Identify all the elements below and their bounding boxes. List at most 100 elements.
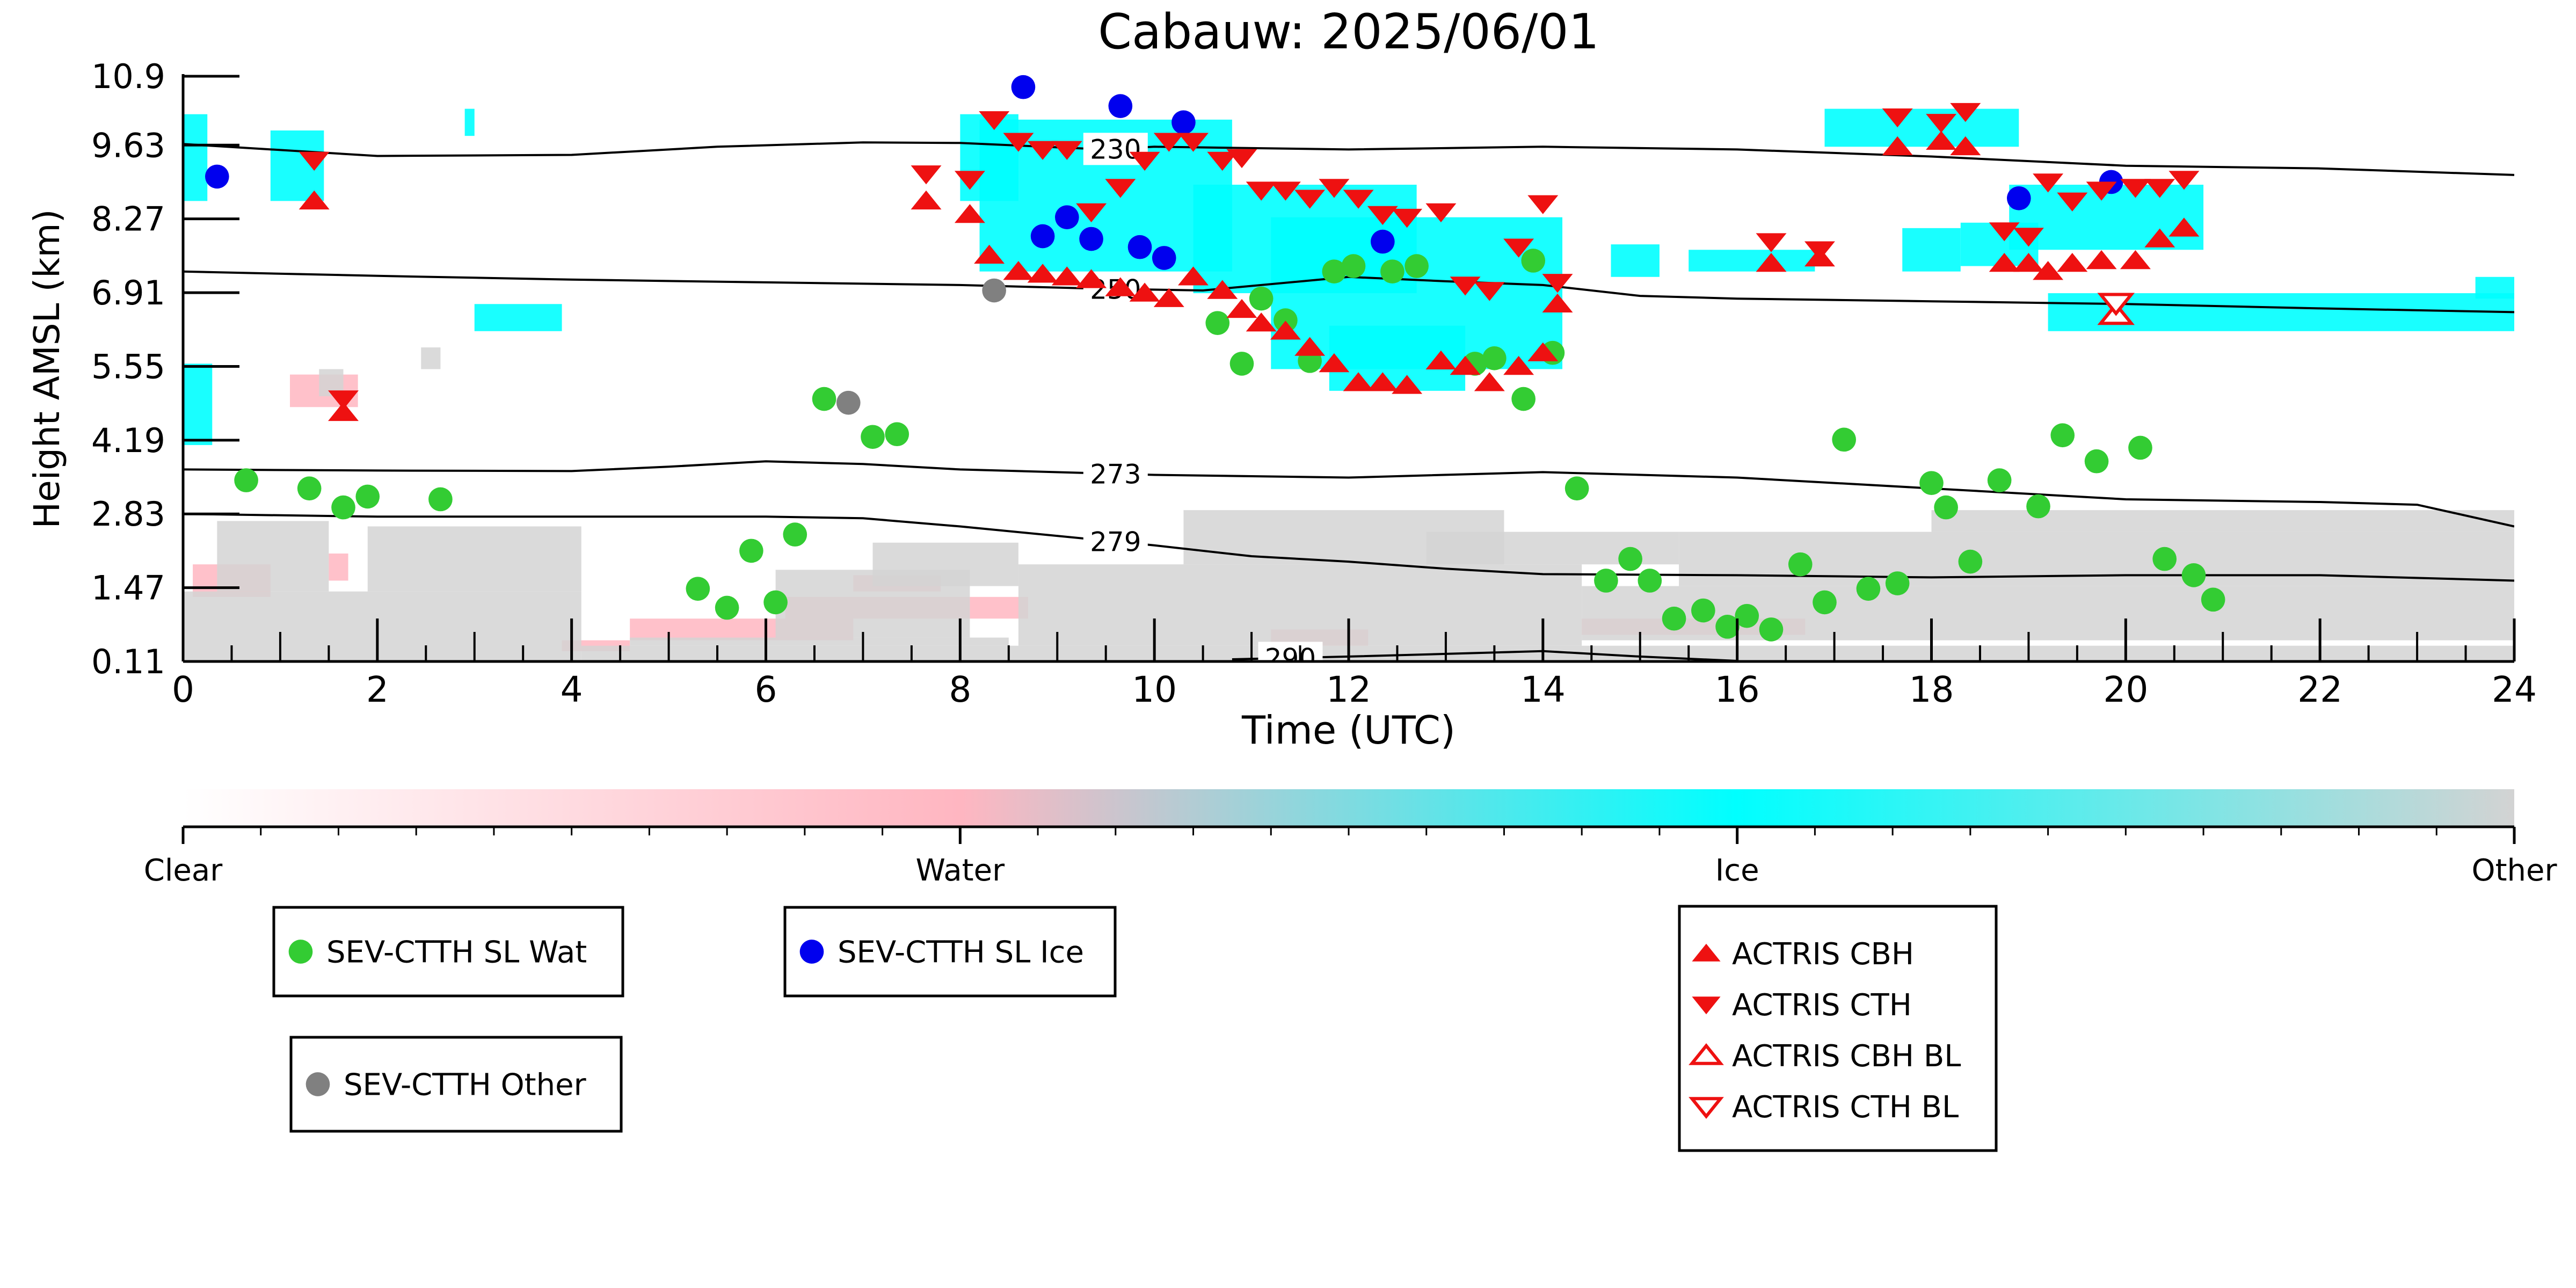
marker-sev-ctth-sl-ice (1152, 246, 1176, 270)
region-water (329, 553, 348, 581)
region-ice (464, 108, 475, 136)
marker-actris-cth (1542, 274, 1573, 293)
marker-actris-cbh (1882, 136, 1913, 156)
region-other (217, 521, 329, 592)
marker-actris-cth (911, 165, 942, 185)
marker-sev-ctth-sl-ice (1171, 110, 1196, 135)
contour-label-273: 273 (1090, 459, 1141, 490)
x-tick-label: 24 (2492, 669, 2537, 710)
marker-actris-cth (954, 171, 985, 190)
marker-sev-ctth-sl-wat (783, 522, 807, 547)
marker-sev-ctth-sl-ice (1011, 75, 1036, 99)
x-tick-label: 10 (1132, 669, 1177, 710)
marker-actris-cbh (299, 190, 330, 210)
marker-actris-cbh (1051, 266, 1082, 286)
marker-sev-ctth-sl-wat (1594, 569, 1618, 593)
marker-actris-cbh (1367, 372, 1398, 391)
marker-actris-cth (1756, 233, 1787, 252)
x-tick-label: 4 (561, 669, 583, 710)
marker-actris-cbh (1450, 355, 1481, 375)
marker-sev-ctth-sl-wat (1638, 569, 1662, 593)
region-ice (1689, 250, 1815, 272)
marker-sev-ctth-sl-wat (1735, 603, 1759, 628)
marker-sev-ctth-sl-wat (2084, 449, 2109, 474)
legend-marker-actris-cth (1692, 996, 1721, 1015)
plot-area: 230250273279290 0.111.472.834.195.556.91… (91, 57, 2537, 710)
marker-actris-cth (1474, 282, 1505, 301)
marker-actris-cth (2057, 192, 2088, 212)
contour-label-290: 290 (1265, 643, 1316, 674)
region-ice (183, 363, 213, 445)
marker-sev-ctth-sl-wat (2201, 587, 2225, 612)
marker-actris-cth (299, 151, 330, 171)
contour-label-bg (1258, 642, 1323, 661)
region-ice (474, 304, 562, 331)
marker-actris-cbh (1129, 282, 1160, 302)
marker-actris-cth (2169, 171, 2200, 190)
x-tick-label: 12 (1326, 669, 1371, 710)
legend-box: SEV-CTTH SL Wat (272, 906, 624, 998)
marker-sev-ctth-sl-wat (1813, 590, 1837, 615)
colorbar-label: Ice (1715, 853, 1759, 888)
contour-label-230: 230 (1090, 134, 1141, 165)
marker-actris-cth (1950, 103, 1981, 122)
region-ice (183, 114, 208, 201)
colorbar-gradient (183, 789, 2514, 827)
region-other (1018, 564, 1582, 646)
marker-sev-ctth-sl-wat (2050, 423, 2075, 448)
legend-marker-actris-cbh-bl (1689, 1043, 1724, 1065)
legend-label-sev-ctth-sl-ice: SEV-CTTH SL Ice (838, 935, 1084, 970)
marker-sev-ctth-sl-wat (1788, 552, 1813, 577)
marker-actris-cbh (1474, 372, 1505, 391)
marker-actris-cbh (974, 244, 1005, 264)
region-other (183, 591, 581, 661)
marker-sev-ctth-sl-wat (428, 487, 453, 512)
marker-sev-ctth-sl-wat (1934, 495, 1958, 520)
marker-actris-cbh (1542, 293, 1573, 312)
marker-sev-ctth-sl-wat (739, 539, 763, 563)
marker-sev-ctth-other (982, 278, 1006, 303)
marker-sev-ctth-sl-wat (2128, 435, 2152, 460)
legend-frame (272, 906, 624, 998)
chart-title: Cabauw: 2025/06/01 (1098, 4, 1599, 60)
x-tick-label: 18 (1909, 669, 1954, 710)
y-tick-label: 10.9 (91, 57, 165, 96)
colorbar-label: Water (916, 853, 1006, 888)
region-other (581, 645, 2514, 661)
marker-sev-ctth-sl-wat (1341, 254, 1366, 278)
region-other (872, 542, 1018, 586)
marker-sev-ctth-sl-wat (1229, 352, 1254, 376)
y-axis-label: Height AMSL (km) (26, 209, 68, 529)
marker-sev-ctth-sl-wat (1715, 615, 1740, 639)
marker-actris-cbh (1105, 277, 1136, 296)
marker-sev-ctth-sl-ice (205, 164, 229, 189)
legend-label-sev-ctth-other: SEV-CTTH Other (344, 1068, 587, 1103)
contour-line-279 (183, 513, 2514, 582)
marker-actris-cth (1294, 190, 1326, 209)
marker-sev-ctth-sl-wat (763, 590, 788, 615)
marker-actris-cbh (1343, 372, 1374, 391)
y-tick-label: 2.83 (91, 494, 165, 534)
contour-line-230 (183, 141, 2514, 176)
marker-actris-cth (2086, 181, 2117, 201)
marker-actris-cth (2120, 179, 2151, 198)
y-tick-label: 9.63 (91, 126, 165, 165)
region-ice (2009, 185, 2204, 250)
colorbar-label: Other (2471, 853, 2557, 888)
marker-actris-cth (1882, 108, 1913, 128)
y-tick-label: 4.19 (91, 421, 165, 460)
marker-sev-ctth-sl-wat (1759, 617, 1784, 642)
marker-sev-ctth-sl-wat (1987, 468, 2012, 492)
marker-actris-cbh (1989, 253, 2020, 272)
marker-actris-cth-bl (2097, 293, 2135, 316)
legend-marker-actris-cth-bl (1689, 1097, 1724, 1119)
marker-sev-ctth-sl-wat (1856, 577, 1881, 601)
marker-actris-cth (1392, 208, 1423, 228)
marker-actris-cbh (911, 190, 942, 210)
marker-sev-ctth-sl-ice (1055, 205, 1079, 229)
marker-sev-ctth-sl-ice (2007, 186, 2031, 210)
contour-line-273 (183, 460, 2514, 528)
region-other (421, 347, 441, 369)
marker-actris-cbh (1503, 355, 1534, 375)
x-tick-label: 20 (2103, 669, 2148, 710)
